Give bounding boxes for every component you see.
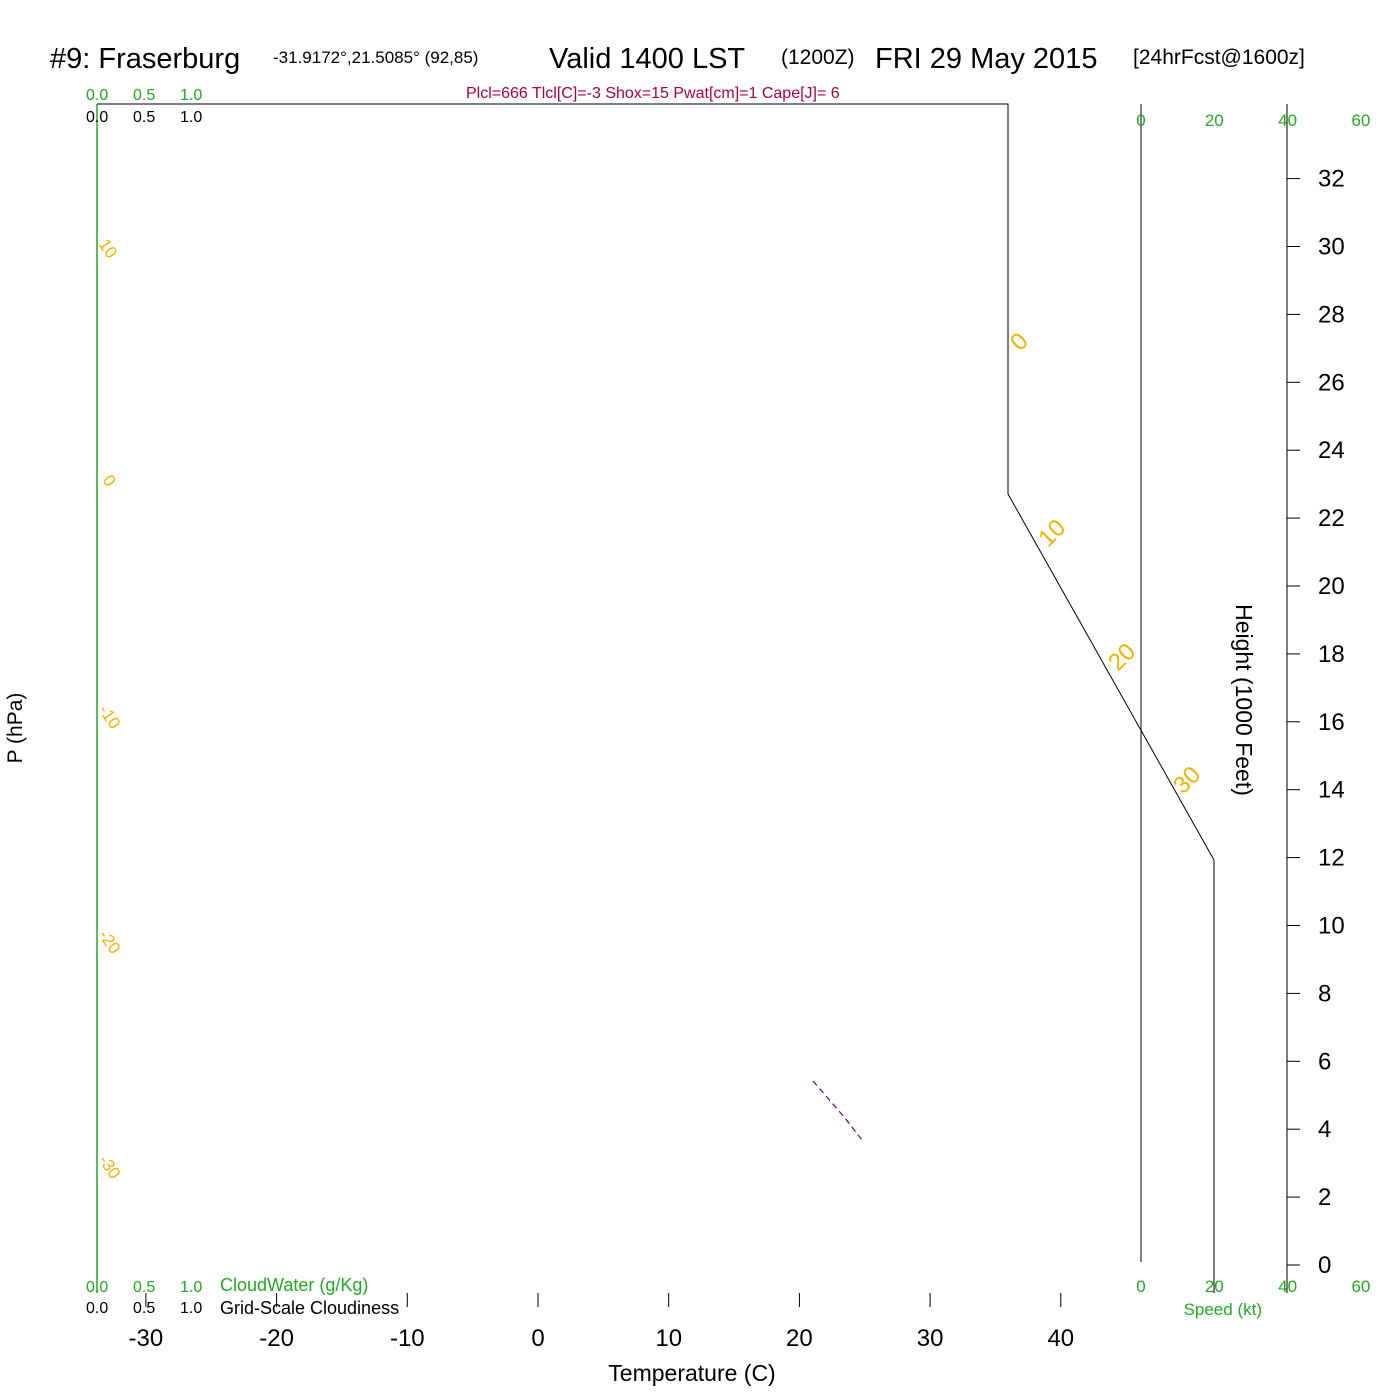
plot-boundary (97, 103, 1215, 1293)
height-tick-label: 14 (1318, 777, 1345, 804)
height-tick-label: 24 (1318, 437, 1345, 464)
top-black-scale: 1.0 (180, 109, 202, 126)
bottom-green-scale: 1.0 (180, 1279, 202, 1296)
height-tick-label: 20 (1318, 573, 1345, 600)
height-tick-label: 16 (1318, 709, 1345, 736)
bottom-black-scale: 0.0 (86, 1300, 108, 1317)
speed-tick-top: 40 (1278, 111, 1297, 130)
y-axis-label: P (hPa) (4, 693, 27, 764)
stability-indices: Plcl=666 Tlcl[C]=-3 Shox=15 Pwat[cm]=1 C… (466, 85, 840, 102)
speed-tick-top: 20 (1205, 111, 1224, 130)
forecast-date: FRI 29 May 2015 (875, 43, 1097, 75)
height-tick-label: 18 (1318, 641, 1345, 668)
isotherm-label: -30 (95, 1151, 125, 1182)
isotherm-label: -10 (95, 701, 125, 732)
speed-tick-bottom: 0 (1136, 1277, 1145, 1296)
temperature-tick-label: 40 (1047, 1325, 1074, 1352)
bottom-green-scale: 0.5 (133, 1279, 155, 1296)
forecast-run: [24hrFcst@1600z] (1133, 46, 1305, 69)
temperature-tick-label: -20 (259, 1325, 294, 1352)
temperature-tick-label: 30 (917, 1325, 944, 1352)
isotherm-label: 10 (95, 235, 121, 261)
parcel-line (812, 1080, 863, 1141)
bottom-green-scale: 0.0 (86, 1279, 108, 1296)
height-tick-label: 8 (1318, 980, 1331, 1007)
cloudiness-label: Grid-Scale Cloudiness (220, 1298, 399, 1318)
height-tick-label: 0 (1318, 1252, 1331, 1279)
height-tick-label: 12 (1318, 845, 1345, 872)
axes: 2503004005007008501000-30-20-10010203040… (4, 87, 1074, 1386)
valid-time: Valid 1400 LST (549, 43, 745, 75)
bottom-black-scale: 1.0 (180, 1300, 202, 1317)
height-tick-label: 4 (1318, 1116, 1331, 1143)
isotherm-label: 10 (1033, 514, 1071, 552)
height-tick-label: 32 (1318, 166, 1345, 193)
speed-tick-bottom: 20 (1205, 1277, 1224, 1296)
profiles (812, 1080, 863, 1141)
height-tick-label: 10 (1318, 913, 1345, 940)
height-tick-label: 2 (1318, 1184, 1331, 1211)
speed-tick-top: 60 (1351, 111, 1370, 130)
temperature-tick-label: 10 (655, 1325, 682, 1352)
cloudwater-label: CloudWater (g/Kg) (220, 1275, 368, 1295)
temperature-tick-label: -30 (129, 1325, 164, 1352)
temperature-tick-label: -10 (390, 1325, 425, 1352)
height-tick-label: 22 (1318, 505, 1345, 532)
isotherm-label: 0 (99, 471, 120, 490)
station-coords: -31.9172°,21.5085° (92,85) (273, 48, 478, 67)
station-title: #9: Fraserburg (50, 43, 240, 75)
top-green-scale: 0.0 (86, 87, 108, 104)
isotherm-label: 30 (1168, 761, 1206, 799)
top-green-scale: 0.5 (133, 87, 155, 104)
height-tick-label: 28 (1318, 301, 1345, 328)
height-axis-label: Height (1000 Feet) (1231, 604, 1257, 796)
height-tick-label: 26 (1318, 369, 1345, 396)
top-green-scale: 1.0 (180, 87, 202, 104)
speed-tick-top: 0 (1136, 111, 1145, 130)
isotherm-label: -20 (95, 926, 125, 957)
speed-tick-bottom: 60 (1351, 1277, 1370, 1296)
temperature-tick-label: 20 (786, 1325, 813, 1352)
height-tick-label: 6 (1318, 1048, 1331, 1075)
x-axis-label: Temperature (C) (608, 1360, 775, 1386)
isotherm-label: 0 (1005, 328, 1034, 357)
zulu-time: (1200Z) (781, 46, 855, 69)
speed-label: Speed (kt) (1184, 1300, 1262, 1319)
top-black-scale: 0.0 (86, 109, 108, 126)
top-black-scale: 0.5 (133, 109, 155, 126)
bottom-black-scale: 0.5 (133, 1300, 155, 1317)
temperature-tick-label: 0 (531, 1325, 544, 1352)
speed-tick-bottom: 40 (1278, 1277, 1297, 1296)
isotherm-label: 20 (1103, 638, 1141, 676)
height-tick-label: 30 (1318, 234, 1345, 261)
